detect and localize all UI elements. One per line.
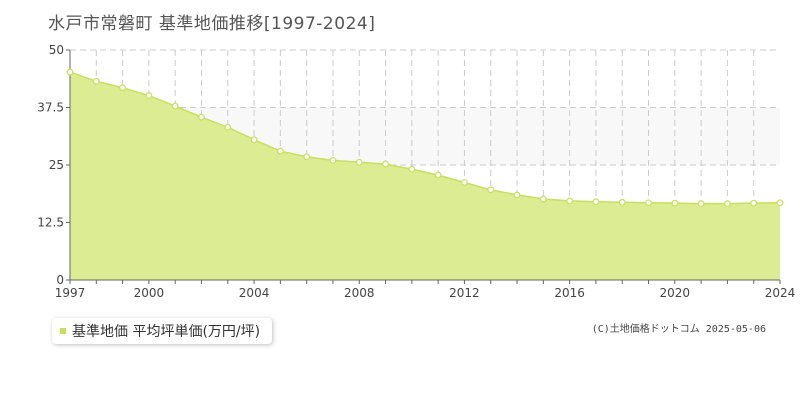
data-point: [303, 153, 311, 161]
series-area: [70, 72, 780, 280]
data-point: [671, 199, 679, 207]
data-point: [618, 198, 626, 206]
data-point: [92, 77, 100, 85]
y-tick-label: 0: [56, 273, 64, 287]
data-point: [461, 179, 468, 186]
x-tick-label: 2012: [449, 286, 480, 300]
data-point: [487, 186, 495, 194]
data-point: [276, 147, 284, 155]
y-tick-label: 12.5: [37, 216, 64, 230]
data-point: [434, 171, 442, 179]
data-point: [250, 136, 258, 144]
data-point: [329, 156, 337, 164]
chart-title: 水戸市常磐町 基準地価推移[1997-2024]: [48, 14, 376, 34]
data-point: [145, 92, 153, 99]
data-point: [382, 160, 389, 168]
y-tick-label: 25: [49, 158, 64, 172]
data-point: [750, 199, 758, 207]
series-line: [69, 71, 781, 205]
data-point: [408, 165, 416, 173]
data-point: [724, 200, 731, 208]
data-point: [198, 113, 205, 121]
data-point: [224, 123, 232, 131]
data-point: [539, 195, 547, 203]
data-point: [119, 84, 126, 92]
y-tick-label: 50: [49, 43, 64, 57]
x-tick-label: 2000: [134, 286, 165, 300]
x-tick-label: 2020: [660, 286, 691, 300]
data-point: [776, 199, 784, 207]
data-point: [697, 200, 705, 208]
data-point: [566, 197, 574, 205]
legend: 基準地価 平均坪単価(万円/坪): [52, 318, 273, 344]
data-point: [513, 191, 521, 199]
y-tick-label: 37.5: [37, 101, 64, 115]
legend-swatch: [60, 328, 66, 334]
data-point: [66, 68, 74, 76]
legend-label: 基準地価 平均坪単価(万円/坪): [72, 324, 261, 340]
x-tick-label: 2016: [554, 286, 585, 300]
data-point: [355, 158, 363, 166]
copyright-credit: (C)土地価格ドットコム 2025-05-06: [591, 324, 766, 335]
x-tick-label: 2024: [765, 286, 796, 300]
data-point: [171, 102, 179, 110]
x-tick-label: 1997: [55, 286, 86, 300]
x-tick-label: 2008: [344, 286, 375, 300]
data-point: [645, 199, 652, 207]
data-point: [592, 198, 600, 206]
x-tick-label: 2004: [239, 286, 270, 300]
